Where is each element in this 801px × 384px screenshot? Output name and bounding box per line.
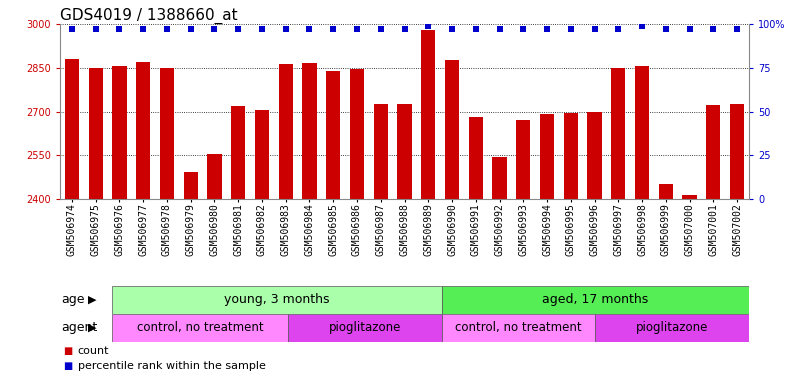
Bar <box>441 314 595 342</box>
Bar <box>279 64 293 199</box>
Point <box>280 26 292 32</box>
Bar <box>658 184 673 199</box>
Bar <box>136 62 151 199</box>
Text: ▶: ▶ <box>88 323 97 333</box>
Bar <box>397 104 412 199</box>
Point <box>137 26 150 32</box>
Bar <box>493 157 507 199</box>
Text: ▶: ▶ <box>88 295 97 305</box>
Point <box>683 26 696 32</box>
Bar <box>540 114 554 199</box>
Bar <box>595 314 749 342</box>
Point <box>256 26 268 32</box>
Bar <box>421 30 436 199</box>
Bar <box>730 104 744 199</box>
Point <box>422 23 435 29</box>
Point <box>351 26 364 32</box>
Point <box>565 26 578 32</box>
Text: young, 3 months: young, 3 months <box>224 293 329 306</box>
Point <box>588 26 601 32</box>
Point <box>327 26 340 32</box>
Bar <box>255 110 269 199</box>
Point <box>517 26 529 32</box>
Bar <box>516 120 530 199</box>
Point <box>398 26 411 32</box>
Bar <box>302 63 316 199</box>
Bar <box>373 104 388 199</box>
Point <box>731 26 743 32</box>
Text: percentile rank within the sample: percentile rank within the sample <box>78 361 266 371</box>
Point <box>659 26 672 32</box>
Text: agent: agent <box>62 321 98 334</box>
Point <box>636 23 649 29</box>
Bar <box>112 286 441 314</box>
Text: pioglitazone: pioglitazone <box>328 321 400 334</box>
Text: GDS4019 / 1388660_at: GDS4019 / 1388660_at <box>60 8 238 24</box>
Point <box>89 26 102 32</box>
Point <box>66 26 78 32</box>
Bar <box>112 66 127 199</box>
Bar <box>587 111 602 199</box>
Bar <box>112 314 288 342</box>
Bar <box>288 314 441 342</box>
Point <box>493 26 506 32</box>
Point <box>469 26 482 32</box>
Point <box>612 26 625 32</box>
Point <box>707 26 720 32</box>
Point <box>303 26 316 32</box>
Point <box>208 26 221 32</box>
Bar <box>682 195 697 199</box>
Text: aged, 17 months: aged, 17 months <box>542 293 648 306</box>
Bar <box>160 68 174 199</box>
Bar <box>441 286 749 314</box>
Bar <box>469 118 483 199</box>
Text: control, no treatment: control, no treatment <box>455 321 582 334</box>
Bar <box>231 106 245 199</box>
Bar <box>350 69 364 199</box>
Bar <box>635 66 649 199</box>
Point <box>160 26 173 32</box>
Bar <box>564 113 578 199</box>
Bar <box>445 60 459 199</box>
Point <box>374 26 387 32</box>
Point <box>541 26 553 32</box>
Bar <box>65 59 79 199</box>
Point <box>445 26 458 32</box>
Bar <box>706 105 720 199</box>
Bar <box>183 172 198 199</box>
Bar <box>326 71 340 199</box>
Text: age: age <box>62 293 85 306</box>
Text: control, no treatment: control, no treatment <box>137 321 264 334</box>
Text: pioglitazone: pioglitazone <box>636 321 708 334</box>
Point <box>184 26 197 32</box>
Text: count: count <box>78 346 109 356</box>
Bar <box>207 154 222 199</box>
Bar <box>611 68 626 199</box>
Point <box>113 26 126 32</box>
Text: ■: ■ <box>63 346 73 356</box>
Bar <box>89 68 103 199</box>
Point <box>231 26 244 32</box>
Text: ■: ■ <box>63 361 73 371</box>
